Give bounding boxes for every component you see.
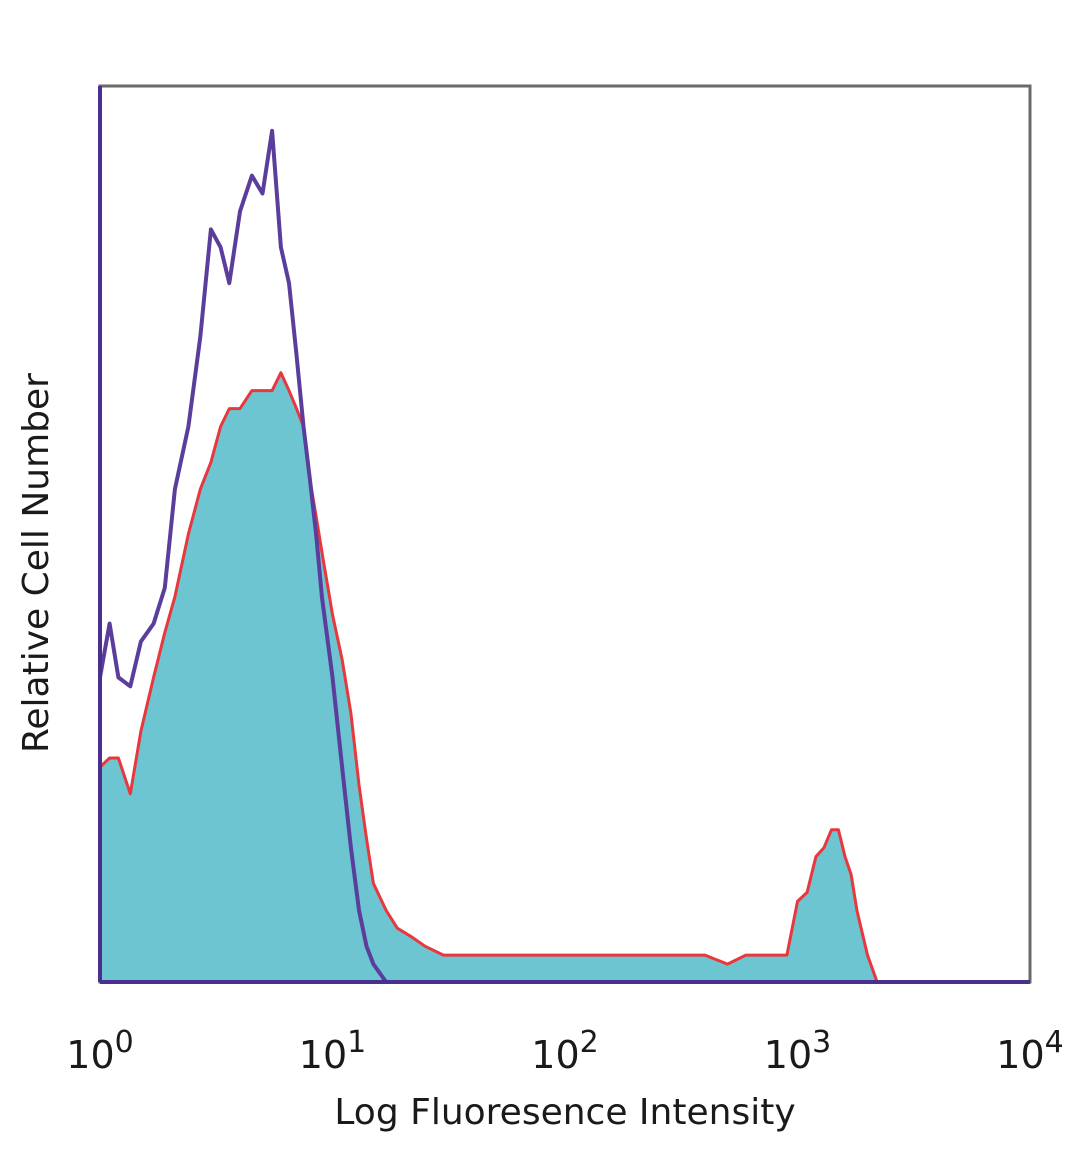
series-1-area <box>100 372 878 982</box>
x-tick-label-0: 100 <box>66 1025 133 1077</box>
series-1-line <box>98 371 879 983</box>
x-axis-title: Log Fluoresence Intensity <box>334 1092 795 1133</box>
series-layer <box>98 128 879 984</box>
x-tick-label-4: 104 <box>996 1025 1063 1077</box>
x-tick-labels: 100 101 102 103 104 <box>66 1025 1063 1077</box>
series-2-line <box>98 128 403 984</box>
x-tick-label-2: 102 <box>531 1025 598 1077</box>
y-axis-title: Relative Cell Number <box>16 373 57 753</box>
x-tick-label-3: 103 <box>764 1025 831 1077</box>
x-tick-label-1: 101 <box>299 1025 366 1077</box>
